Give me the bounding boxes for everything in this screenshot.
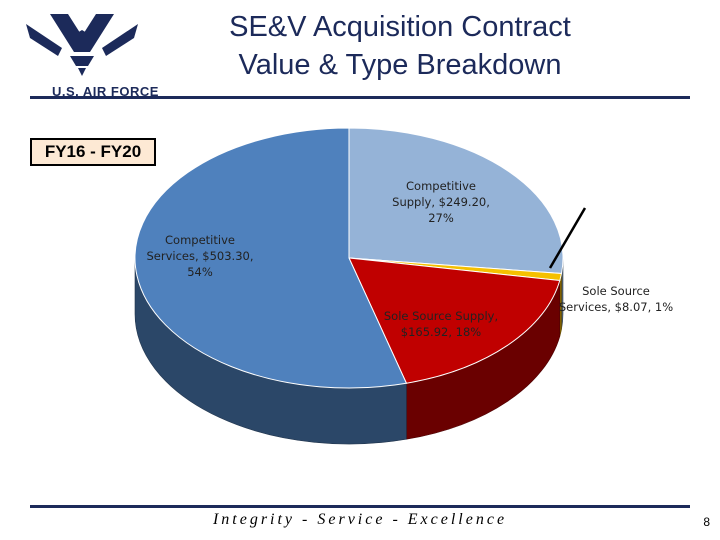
logo-text: U.S. AIR FORCE [52, 84, 159, 99]
footer-divider [30, 505, 690, 508]
page-number: 8 [703, 515, 710, 529]
slide-title: SE&V Acquisition Contract Value & Type B… [160, 8, 640, 84]
air-force-logo: U.S. AIR FORCE [22, 6, 158, 99]
title-line-1: SE&V Acquisition Contract [229, 11, 571, 43]
slice-label-sole-source-services: Sole Source Services, $8.07, 1% [559, 284, 673, 314]
label-leader-line [548, 207, 587, 269]
pie-slice-sole-source-supply [348, 257, 561, 384]
air-force-wings-icon [26, 14, 138, 76]
period-label: FY16 - FY20 [30, 138, 156, 166]
footer-motto: Integrity - Service - Excellence [212, 511, 508, 528]
slice-label-competitive-services: Competitive Services, $503.30, 54% [146, 233, 253, 279]
pie-slice-competitive-services [134, 127, 408, 389]
slice-label-competitive-supply: Competitive Supply, $249.20, 27% [392, 179, 490, 225]
title-line-2: Value & Type Breakdown [238, 49, 562, 81]
pie-slices [134, 127, 564, 389]
pie-labels: Competitive Supply, $249.20, 27% Sole Sourc… [146, 179, 673, 339]
slice-label-sole-source-supply: Sole Source Supply, $165.92, 18% [384, 309, 498, 339]
header-divider [30, 96, 690, 99]
